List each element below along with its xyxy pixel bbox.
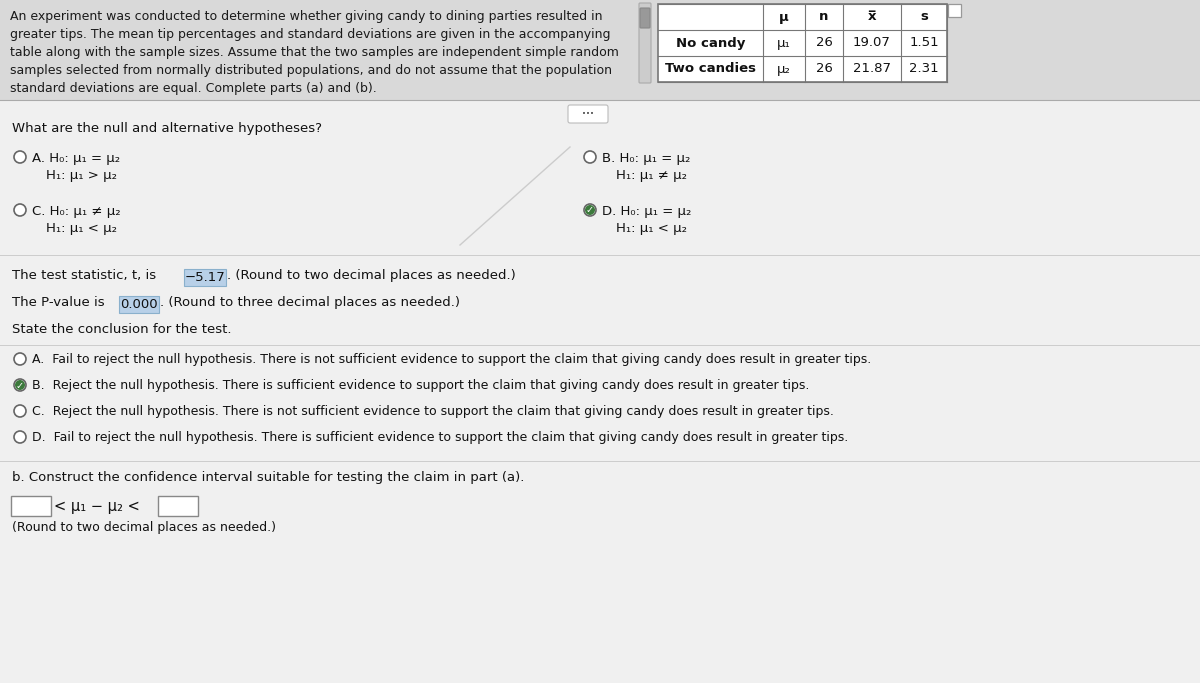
FancyBboxPatch shape — [119, 296, 158, 313]
FancyBboxPatch shape — [568, 105, 608, 123]
Text: What are the null and alternative hypotheses?: What are the null and alternative hypoth… — [12, 122, 322, 135]
Text: 2.31: 2.31 — [910, 63, 938, 76]
Text: table along with the sample sizes. Assume that the two samples are independent s: table along with the sample sizes. Assum… — [10, 46, 619, 59]
Text: 1.51: 1.51 — [910, 36, 938, 49]
Text: −5.17: −5.17 — [185, 271, 226, 284]
Text: μ₂: μ₂ — [778, 63, 791, 76]
Text: 26: 26 — [816, 63, 833, 76]
Text: 26: 26 — [816, 36, 833, 49]
Text: x̅: x̅ — [868, 10, 876, 23]
Text: 21.87: 21.87 — [853, 63, 890, 76]
Text: An experiment was conducted to determine whether giving candy to dining parties : An experiment was conducted to determine… — [10, 10, 602, 23]
FancyBboxPatch shape — [11, 496, 50, 516]
Text: s: s — [920, 10, 928, 23]
Text: C.  Reject the null hypothesis. There is not sufficient evidence to support the : C. Reject the null hypothesis. There is … — [32, 405, 834, 418]
Circle shape — [14, 380, 25, 390]
Text: samples selected from normally distributed populations, and do not assume that t: samples selected from normally distribut… — [10, 64, 612, 77]
Text: n: n — [820, 10, 829, 23]
Circle shape — [14, 151, 26, 163]
Circle shape — [14, 353, 26, 365]
FancyBboxPatch shape — [640, 8, 650, 28]
Text: C. H₀: μ₁ ≠ μ₂: C. H₀: μ₁ ≠ μ₂ — [32, 205, 121, 218]
Text: b. Construct the confidence interval suitable for testing the claim in part (a).: b. Construct the confidence interval sui… — [12, 471, 524, 484]
Text: H₁: μ₁ ≠ μ₂: H₁: μ₁ ≠ μ₂ — [616, 169, 686, 182]
Text: H₁: μ₁ < μ₂: H₁: μ₁ < μ₂ — [616, 222, 686, 235]
FancyBboxPatch shape — [0, 0, 1200, 100]
Text: . (Round to two decimal places as needed.): . (Round to two decimal places as needed… — [227, 269, 516, 282]
Text: < μ₁ − μ₂ <: < μ₁ − μ₂ < — [54, 499, 140, 514]
Text: H₁: μ₁ < μ₂: H₁: μ₁ < μ₂ — [46, 222, 118, 235]
Text: μ: μ — [779, 10, 788, 23]
Circle shape — [14, 431, 26, 443]
Text: The test statistic, t, is: The test statistic, t, is — [12, 269, 161, 282]
Circle shape — [14, 405, 26, 417]
Text: μ₁: μ₁ — [778, 36, 791, 49]
Text: ✓: ✓ — [586, 206, 594, 216]
Circle shape — [584, 151, 596, 163]
Text: D. H₀: μ₁ = μ₂: D. H₀: μ₁ = μ₂ — [602, 205, 691, 218]
FancyBboxPatch shape — [948, 4, 961, 17]
Text: No candy: No candy — [676, 36, 745, 49]
Text: •••: ••• — [582, 111, 594, 117]
Text: D.  Fail to reject the null hypothesis. There is sufficient evidence to support : D. Fail to reject the null hypothesis. T… — [32, 431, 848, 444]
Text: standard deviations are equal. Complete parts (a) and (b).: standard deviations are equal. Complete … — [10, 82, 377, 95]
Text: 0.000: 0.000 — [120, 298, 158, 311]
Text: greater tips. The mean tip percentages and standard deviations are given in the : greater tips. The mean tip percentages a… — [10, 28, 611, 41]
Circle shape — [14, 379, 26, 391]
Text: Two candies: Two candies — [665, 63, 756, 76]
Text: A. H₀: μ₁ = μ₂: A. H₀: μ₁ = μ₂ — [32, 152, 120, 165]
Text: H₁: μ₁ > μ₂: H₁: μ₁ > μ₂ — [46, 169, 118, 182]
Text: The P-value is: The P-value is — [12, 296, 109, 309]
Circle shape — [586, 205, 595, 215]
FancyBboxPatch shape — [640, 3, 650, 83]
Text: B. H₀: μ₁ = μ₂: B. H₀: μ₁ = μ₂ — [602, 152, 690, 165]
FancyBboxPatch shape — [658, 4, 947, 82]
Text: . (Round to three decimal places as needed.): . (Round to three decimal places as need… — [160, 296, 460, 309]
Text: ✓: ✓ — [16, 380, 24, 391]
FancyBboxPatch shape — [184, 269, 226, 286]
Text: A.  Fail to reject the null hypothesis. There is not sufficient evidence to supp: A. Fail to reject the null hypothesis. T… — [32, 353, 871, 366]
Circle shape — [584, 204, 596, 216]
Text: State the conclusion for the test.: State the conclusion for the test. — [12, 323, 232, 336]
Text: 19.07: 19.07 — [853, 36, 890, 49]
FancyBboxPatch shape — [0, 100, 1200, 683]
FancyBboxPatch shape — [158, 496, 198, 516]
Circle shape — [14, 204, 26, 216]
Text: (Round to two decimal places as needed.): (Round to two decimal places as needed.) — [12, 521, 276, 534]
Text: B.  Reject the null hypothesis. There is sufficient evidence to support the clai: B. Reject the null hypothesis. There is … — [32, 379, 809, 392]
